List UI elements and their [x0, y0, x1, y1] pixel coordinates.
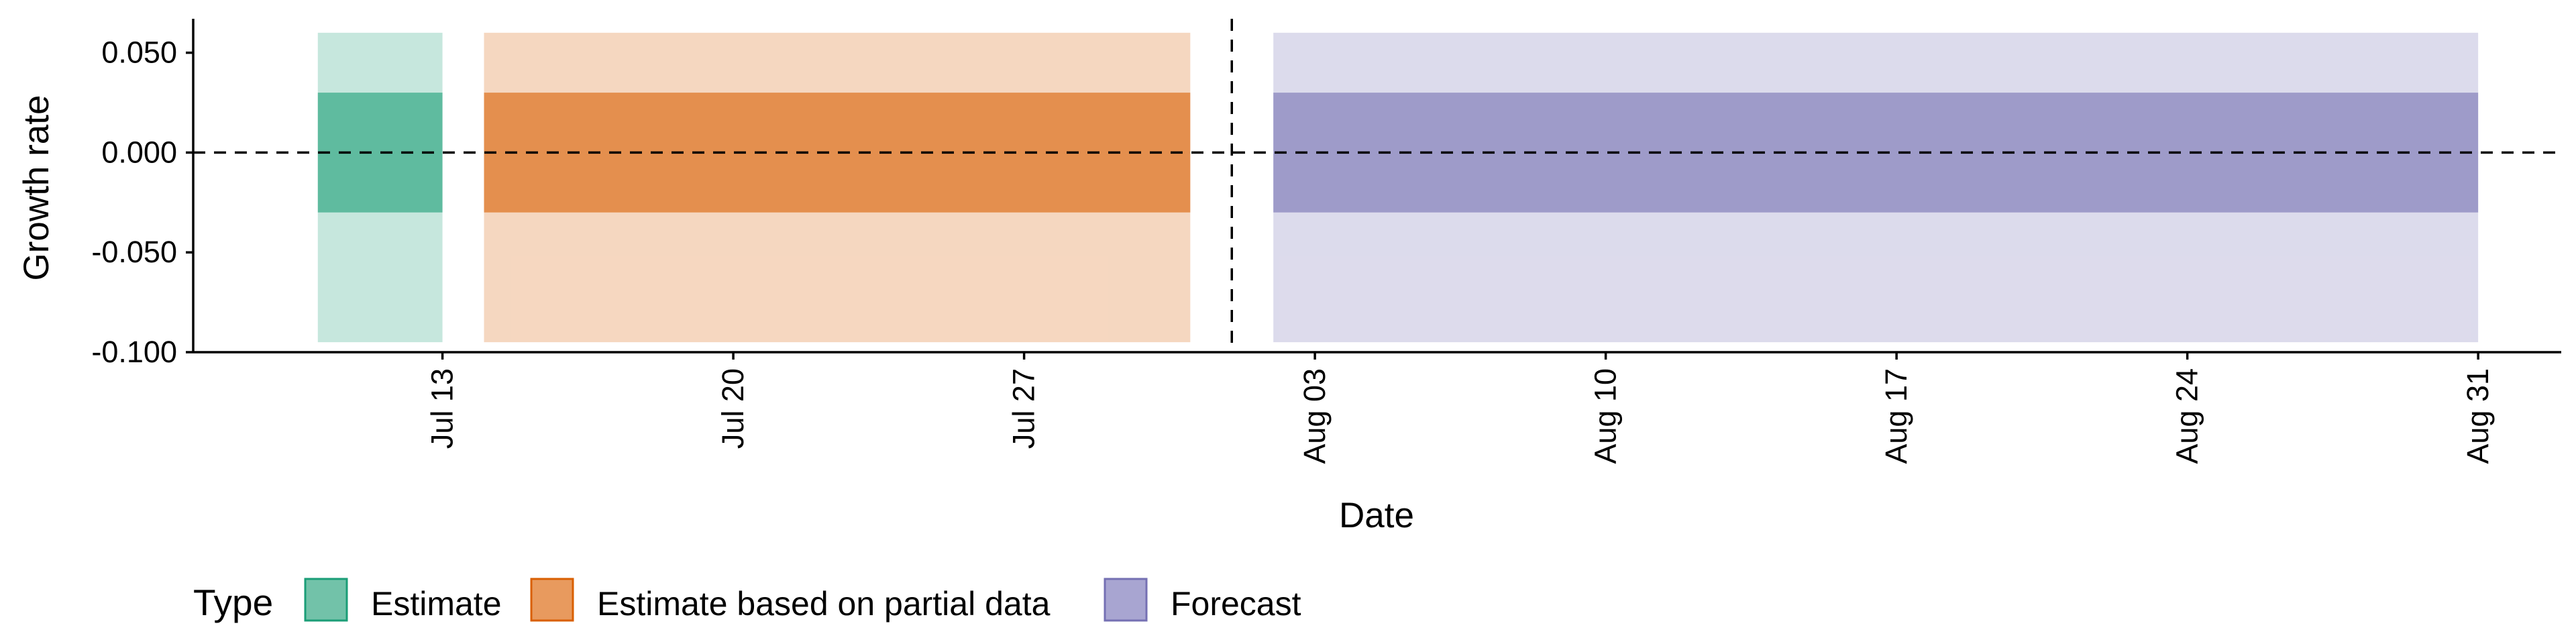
x-tick-label: Jul 20 — [716, 368, 750, 449]
x-tick-label: Aug 10 — [1589, 368, 1623, 464]
y-tick-label: -0.100 — [91, 335, 177, 369]
legend-label-estimate: Estimate — [371, 585, 502, 623]
y-axis-title: Growth rate — [17, 95, 56, 281]
legend-label-partial: Estimate based on partial data — [597, 585, 1051, 623]
axes: 0.050 0.000 -0.050 -0.100 Jul 13 Jul 20 Jul 27… — [91, 19, 2561, 464]
legend-key-forecast — [1104, 578, 1148, 622]
y-tick-label: -0.050 — [91, 235, 177, 269]
inner-interval-band-0 — [317, 93, 443, 213]
y-tick-label: 0.000 — [101, 135, 177, 169]
legend-key-estimate — [304, 578, 348, 622]
reference-lines — [193, 19, 2561, 352]
legend-key-partial — [530, 578, 574, 622]
x-tick-label: Aug 03 — [1297, 368, 1332, 464]
x-tick-label: Aug 17 — [1879, 368, 1913, 464]
x-tick-label: Jul 27 — [1007, 368, 1041, 449]
x-tick-label: Aug 31 — [2461, 368, 2495, 464]
x-axis-title: Date — [1339, 496, 1414, 535]
legend: Type Estimate Estimate based on partial … — [193, 578, 1301, 623]
legend-title: Type — [193, 582, 273, 623]
legend-label-forecast: Forecast — [1171, 585, 1301, 623]
x-tick-label: Jul 13 — [425, 368, 460, 449]
y-tick-label: 0.050 — [101, 36, 177, 70]
x-tick-label: Aug 24 — [2170, 368, 2204, 464]
ribbon-layer — [317, 32, 2479, 343]
